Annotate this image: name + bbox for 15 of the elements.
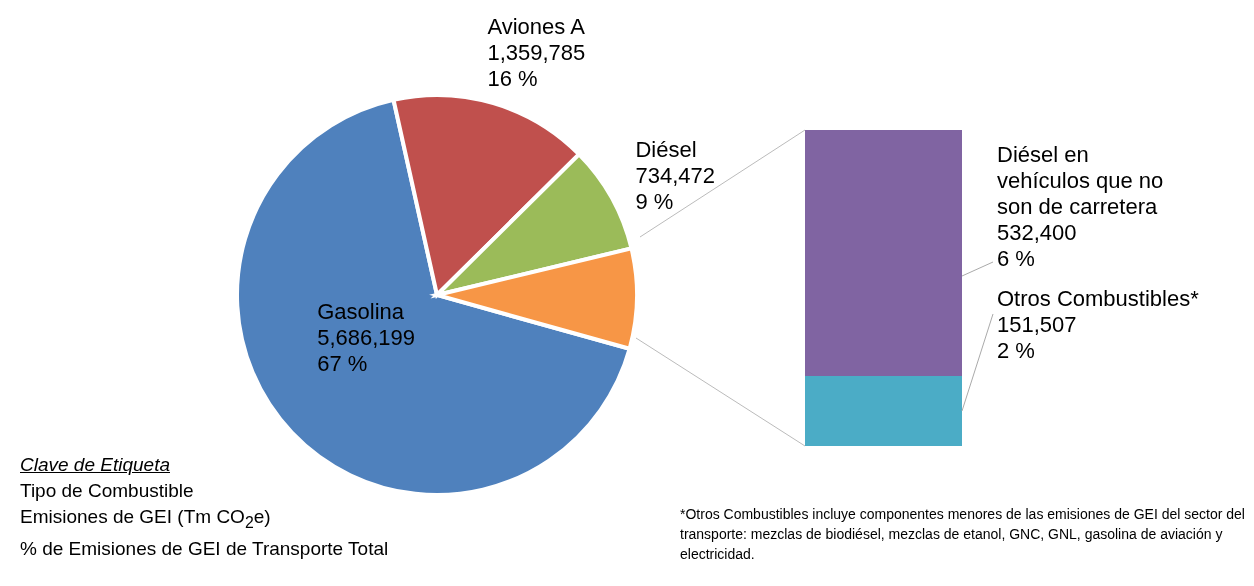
data-label: 5,686,199 67 % [317, 324, 416, 376]
data-label: 532,400 6 % [997, 220, 1077, 271]
slice-label: Gasolina [317, 298, 405, 324]
text: % de Emisiones de GEI de Transporte Total [20, 536, 389, 561]
text: Tipo de Combustible [20, 479, 195, 503]
text: Clave de Etiqueta [20, 453, 171, 477]
data-label: 734,472 9 % [635, 162, 715, 214]
text: Otros Combustibles* [997, 286, 1200, 311]
text: *Otros Combustibles incluye componentes menores de las emisiones de GEI del sector del transporte: mezclas de biodiésel, mezclas de etanol, GNC, GNL, gasolina de aviación y electricidad. [680, 505, 1246, 564]
text: Emisiones de GEI (Tm CO$_{2}$e) [20, 505, 272, 533]
slice-label: Diésel [635, 136, 697, 162]
data-label: 151,507 2 % [997, 312, 1077, 363]
slice-label: Aviones A [487, 13, 586, 39]
data-label: 1,359,785 16 % [487, 39, 586, 91]
series-label: Diésel en vehículos que no son de carretera [997, 142, 1164, 219]
